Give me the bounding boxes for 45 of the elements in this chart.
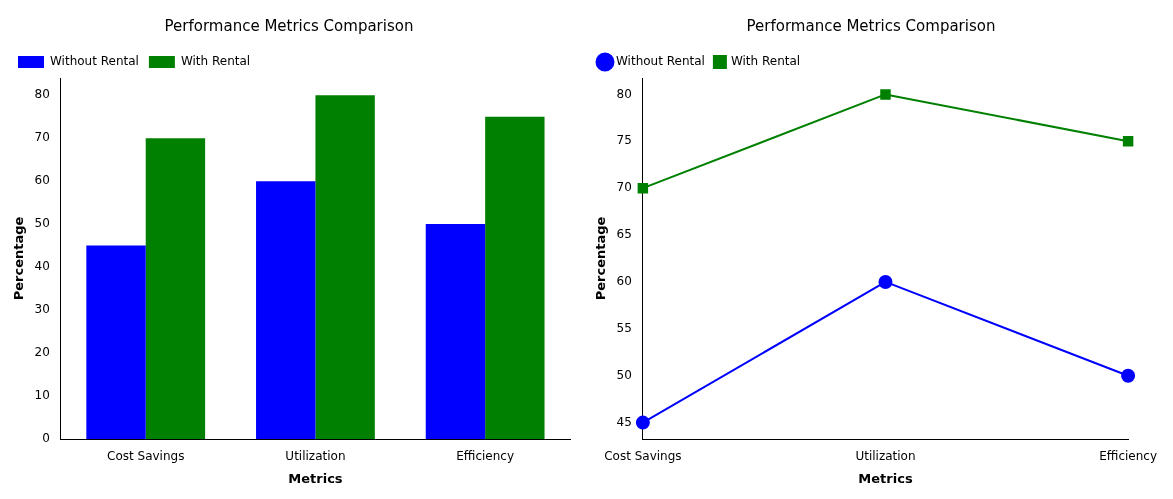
y-tick-label: 30	[34, 302, 50, 317]
y-tick-label: 75	[616, 133, 632, 148]
bar	[86, 245, 146, 439]
x-tick-label: Efficiency	[1099, 449, 1157, 464]
chart-title: Performance Metrics Comparison	[746, 16, 996, 35]
point	[1121, 368, 1136, 383]
y-axis-title: Percentage	[11, 216, 27, 301]
y-tick-label: 10	[34, 388, 50, 403]
point	[1122, 136, 1134, 147]
y-tick-label: 0	[42, 431, 50, 446]
bar	[425, 224, 486, 439]
x-tick-label: Utilization	[855, 449, 916, 464]
legend-label: Without Rental	[50, 54, 139, 69]
y-tick-label: 70	[616, 180, 632, 195]
point	[880, 89, 891, 100]
y-tick-label: 65	[616, 227, 632, 242]
legend-label: With Rental	[180, 54, 251, 69]
y-axis-title: Percentage	[593, 216, 609, 301]
x-tick-label: Utilization	[285, 449, 346, 464]
x-tick-label: Efficiency	[456, 449, 515, 464]
y-tick-label: 55	[616, 320, 632, 335]
x-axis-title: Metrics	[288, 470, 343, 486]
x-tick-label: Cost Savings	[107, 449, 185, 464]
legend-label: Without Rental	[616, 54, 705, 69]
point	[637, 182, 649, 194]
y-tick-label: 70	[34, 130, 50, 145]
y-tick-label: 45	[616, 414, 632, 429]
bar	[315, 95, 375, 439]
point	[635, 415, 650, 430]
bar	[256, 181, 316, 439]
y-tick-label: 40	[34, 259, 50, 274]
y-tick-label: 80	[616, 86, 632, 101]
y-tick-label: 20	[34, 345, 50, 360]
x-tick-label: Cost Savings	[604, 449, 682, 464]
y-tick-label: 50	[616, 367, 632, 382]
bar	[485, 116, 545, 439]
chart-title: Performance Metrics Comparison	[164, 16, 414, 35]
y-tick-label: 60	[616, 274, 632, 289]
bar	[145, 138, 206, 439]
point	[878, 274, 893, 289]
x-axis-title: Metrics	[858, 470, 913, 486]
legend-label: With Rental	[730, 54, 801, 69]
y-tick-label: 80	[34, 87, 50, 102]
y-tick-label: 50	[34, 216, 50, 231]
y-tick-label: 60	[34, 173, 50, 188]
